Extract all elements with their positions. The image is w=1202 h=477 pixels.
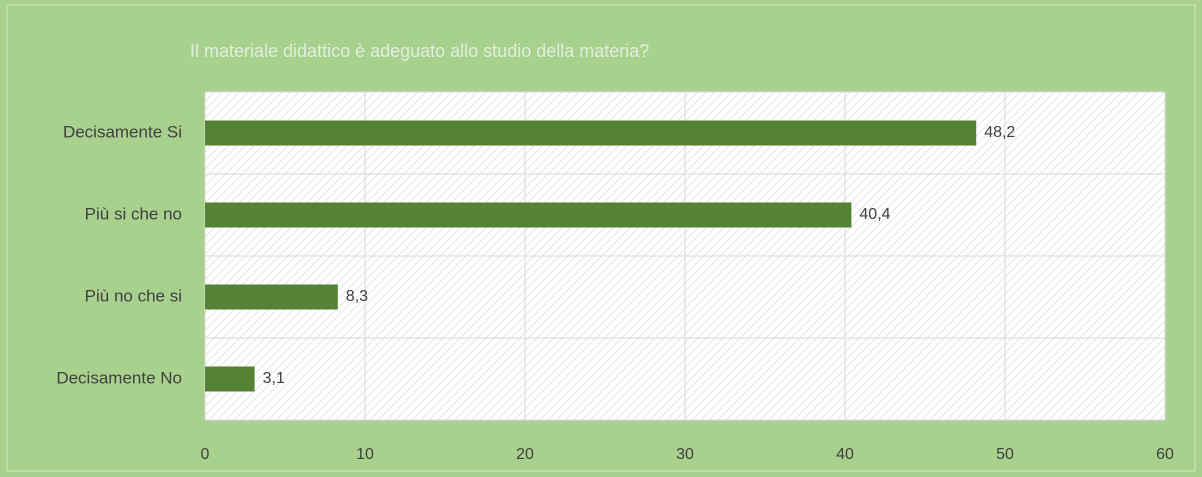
- y-tick-label: Più no che si: [85, 286, 182, 305]
- bar: [205, 284, 338, 310]
- x-tick-label: 60: [1156, 446, 1174, 463]
- bar: [205, 202, 852, 228]
- x-tick-label: 30: [676, 446, 694, 463]
- y-tick-label: Più si che no: [85, 204, 182, 223]
- chart-frame: [6, 4, 1196, 472]
- bar: [205, 366, 255, 392]
- y-tick-label: Decisamente Si: [63, 122, 182, 141]
- x-tick-label: 0: [201, 446, 210, 463]
- chart-title: Il materiale didattico è adeguato allo s…: [190, 41, 649, 61]
- value-label: 40,4: [859, 206, 890, 223]
- x-tick-label: 10: [356, 446, 374, 463]
- x-tick-label: 20: [516, 446, 534, 463]
- value-label: 8,3: [346, 288, 368, 305]
- x-tick-label: 50: [996, 446, 1014, 463]
- x-tick-label: 40: [836, 446, 854, 463]
- value-label: 48,2: [984, 124, 1015, 141]
- bar: [205, 120, 977, 146]
- value-label: 3,1: [263, 370, 285, 387]
- y-tick-label: Decisamente No: [56, 368, 182, 387]
